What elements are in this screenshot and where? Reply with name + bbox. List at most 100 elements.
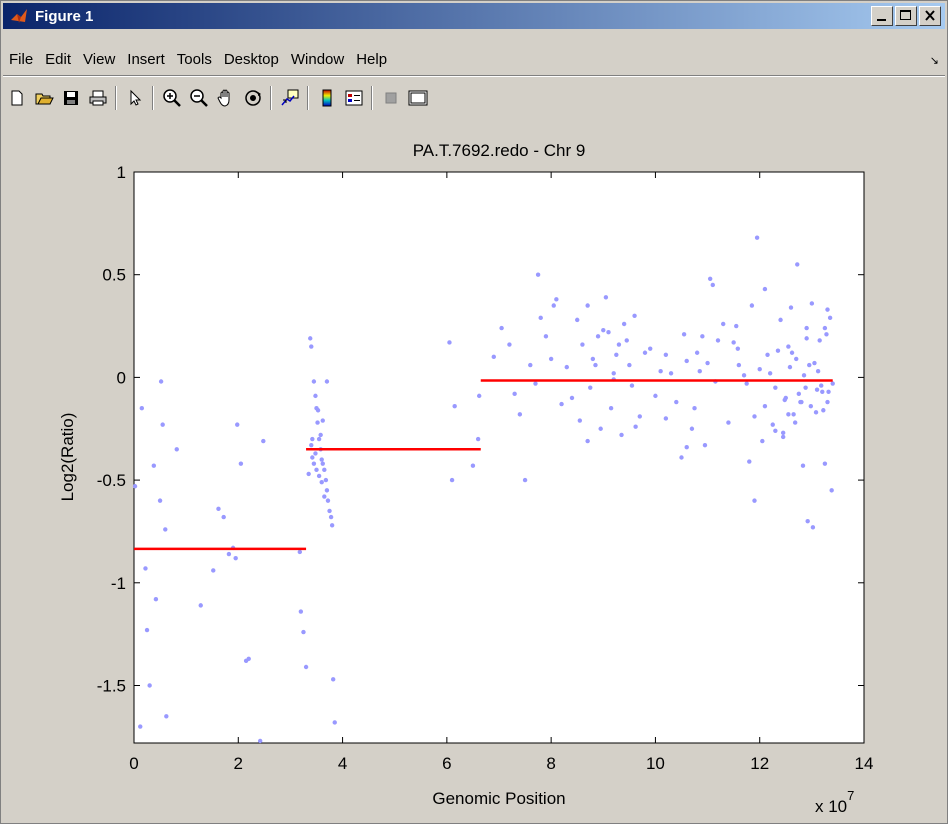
data-point — [324, 488, 330, 493]
title-bar[interactable]: Figure 1 — [3, 3, 945, 29]
data-point — [658, 369, 663, 374]
data-point — [309, 344, 314, 349]
data-point — [590, 356, 596, 362]
close-button[interactable] — [919, 6, 941, 26]
data-point — [800, 463, 806, 468]
data-point — [780, 430, 786, 436]
data-point — [668, 371, 674, 376]
rotate-3d-icon[interactable] — [240, 85, 266, 111]
data-point — [692, 406, 697, 411]
data-point — [812, 360, 817, 366]
legend-icon[interactable] — [341, 85, 367, 111]
data-point — [627, 362, 632, 368]
data-point — [559, 401, 564, 407]
hide-plot-tools-icon[interactable] — [378, 85, 404, 111]
x-tick-label: 4 — [338, 754, 347, 773]
data-point — [684, 445, 689, 450]
x-tick-label: 2 — [234, 754, 243, 773]
x-axis-label: Genomic Position — [432, 789, 565, 808]
y-tick-label: 1 — [117, 163, 126, 182]
data-point — [786, 344, 791, 349]
axis-ticks: 0 2 4 6 8 10 12 14 1 0.5 0 -0.5 -1 -1.5 — [97, 163, 874, 773]
data-point — [311, 379, 317, 384]
data-point — [786, 412, 791, 417]
new-file-icon[interactable] — [4, 85, 30, 111]
data-point — [821, 408, 826, 413]
menu-overflow-icon[interactable]: ↘ — [929, 55, 939, 67]
data-point — [762, 403, 768, 409]
menu-insert[interactable]: Insert — [127, 50, 165, 68]
data-point — [261, 438, 266, 444]
data-point — [798, 399, 803, 405]
data-point — [707, 276, 713, 282]
print-icon[interactable] — [85, 85, 111, 111]
data-point — [809, 301, 815, 306]
data-point — [702, 442, 708, 448]
data-point — [153, 597, 159, 602]
colorbar-icon[interactable] — [314, 85, 340, 111]
data-point — [246, 656, 251, 661]
data-point — [164, 714, 169, 719]
data-point — [794, 356, 799, 362]
data-point — [174, 447, 179, 452]
close-icon — [925, 10, 935, 21]
data-point — [663, 416, 669, 421]
show-plot-tools-icon[interactable] — [405, 85, 431, 111]
menu-file[interactable]: File — [9, 50, 34, 68]
menu-desktop[interactable]: Desktop — [223, 50, 279, 68]
data-point — [551, 303, 556, 308]
menu-edit[interactable]: Edit — [45, 50, 72, 68]
data-point — [762, 286, 768, 292]
data-point — [624, 338, 629, 343]
data-point — [315, 420, 320, 425]
x-tick-label: 0 — [129, 754, 138, 773]
zoom-out-icon[interactable] — [186, 85, 212, 111]
data-cursor-icon[interactable] — [277, 85, 303, 111]
data-point — [736, 362, 742, 368]
chart-title: PA.T.7692.redo - Chr 9 — [413, 141, 586, 160]
data-point — [143, 566, 148, 571]
data-point — [316, 436, 322, 442]
data-point — [588, 385, 593, 390]
data-point — [791, 412, 796, 417]
data-point — [705, 360, 710, 366]
menu-view[interactable]: View — [83, 50, 116, 68]
data-point — [747, 459, 752, 464]
data-point — [310, 455, 315, 460]
data-point — [674, 399, 679, 405]
zoom-in-icon[interactable] — [159, 85, 185, 111]
data-point — [311, 461, 317, 466]
data-point — [308, 336, 313, 341]
data-point — [826, 389, 831, 394]
x-axis-multiplier-exponent: 7 — [847, 788, 854, 803]
data-point — [330, 677, 336, 682]
menu-help[interactable]: Help — [356, 50, 388, 68]
data-point — [221, 514, 226, 520]
toolbar-separator — [371, 86, 373, 110]
data-point — [452, 403, 457, 409]
data-point — [744, 381, 749, 386]
pan-hand-icon[interactable] — [213, 85, 239, 111]
data-point — [775, 348, 781, 353]
save-icon[interactable] — [58, 85, 84, 111]
y-tick-label: 0.5 — [102, 266, 126, 285]
menu-window[interactable]: Window — [290, 50, 345, 68]
minimize-button[interactable] — [871, 6, 893, 26]
open-folder-icon[interactable] — [31, 85, 57, 111]
data-point — [507, 342, 512, 347]
data-point — [830, 381, 835, 386]
data-point — [577, 418, 583, 423]
plot-area[interactable] — [133, 171, 865, 744]
data-point — [603, 295, 609, 300]
data-point — [320, 461, 325, 466]
data-point — [621, 321, 627, 327]
x-tick-label: 12 — [750, 754, 769, 773]
data-point — [689, 426, 695, 431]
maximize-button[interactable] — [895, 6, 917, 26]
pointer-icon[interactable] — [122, 85, 148, 111]
data-point — [512, 391, 517, 397]
data-point — [827, 315, 833, 321]
data-point — [820, 389, 825, 394]
menu-tools[interactable]: Tools — [176, 50, 212, 68]
